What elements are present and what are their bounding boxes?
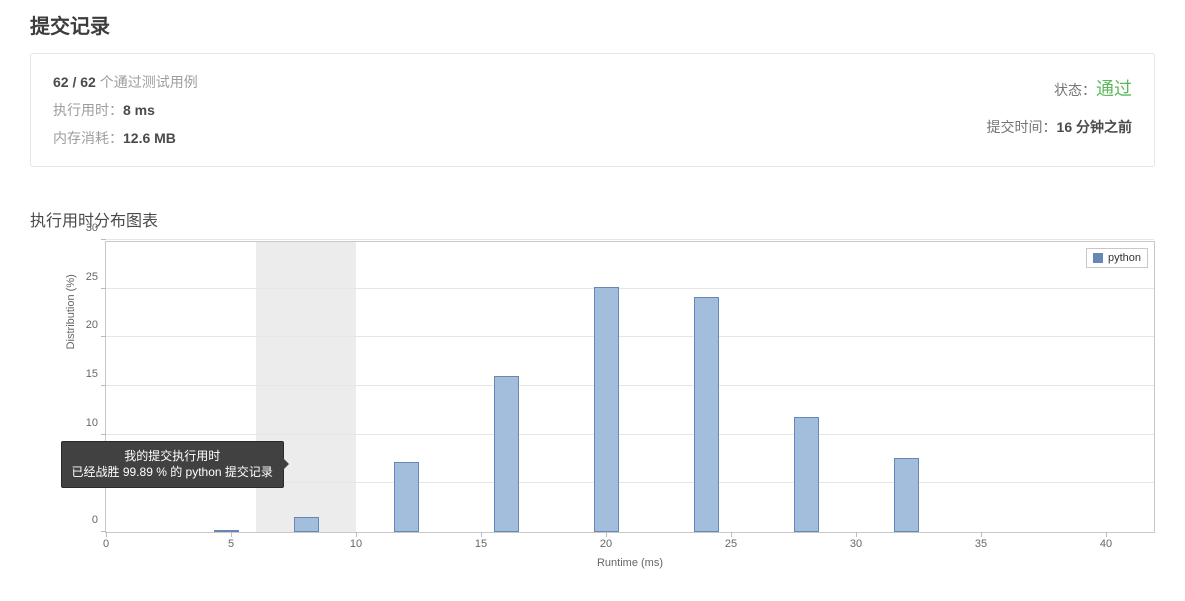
y-tick-mark: [101, 385, 106, 386]
chart-bar[interactable]: [494, 376, 519, 532]
y-tick-mark: [101, 239, 106, 240]
memory-value: 12.6 MB: [123, 130, 176, 146]
x-tick-mark: [731, 532, 732, 537]
status-value[interactable]: 通过: [1096, 79, 1132, 99]
chart-bar[interactable]: [594, 287, 619, 532]
x-tick-mark: [981, 532, 982, 537]
memory-line: 内存消耗：12.6 MB: [53, 124, 1132, 152]
highlight-band: [256, 242, 356, 532]
submit-time-line: 提交时间：16 分钟之前: [987, 111, 1132, 145]
grid-line: [106, 288, 1154, 289]
x-tick-mark: [856, 532, 857, 537]
chart-bar[interactable]: [394, 462, 419, 532]
summary-card: 62 / 62 个通过测试用例 执行用时：8 ms 内存消耗：12.6 MB 状…: [30, 53, 1155, 167]
x-tick-mark: [231, 532, 232, 537]
tests-passed-count: 62 / 62: [53, 74, 96, 90]
y-tick-label: 0: [92, 514, 106, 526]
y-tick-label: 10: [86, 417, 106, 429]
tests-passed-line: 62 / 62 个通过测试用例: [53, 68, 1132, 96]
chart-bar[interactable]: [214, 530, 239, 532]
y-tick-label: 15: [86, 368, 106, 380]
x-tick-mark: [606, 532, 607, 537]
x-tick-mark: [356, 532, 357, 537]
y-tick-mark: [101, 336, 106, 337]
y-tick-label: 30: [86, 222, 106, 234]
y-tick-mark: [101, 288, 106, 289]
memory-label: 内存消耗：: [53, 130, 123, 146]
runtime-distribution-chart: 0510152025300510152025303540python我的提交执行…: [30, 241, 1155, 581]
x-tick-mark: [106, 532, 107, 537]
grid-line: [106, 434, 1154, 435]
grid-line: [106, 385, 1154, 386]
chart-bar[interactable]: [894, 458, 919, 532]
y-tick-label: 20: [86, 319, 106, 331]
x-axis-label: Runtime (ms): [597, 557, 663, 569]
y-tick-label: 25: [86, 271, 106, 283]
chart-legend[interactable]: python: [1086, 248, 1148, 268]
tests-passed-suffix: 个通过测试用例: [96, 74, 198, 90]
status-label: 状态：: [1054, 82, 1096, 98]
tooltip-line2: 已经战胜 99.89 % 的 python 提交记录: [72, 464, 273, 481]
legend-swatch: [1093, 253, 1103, 263]
tooltip-line1: 我的提交执行用时: [72, 448, 273, 465]
chart-bar[interactable]: [294, 517, 319, 532]
y-axis-label: Distribution (%): [65, 274, 77, 349]
x-tick-mark: [481, 532, 482, 537]
x-tick-mark: [1106, 532, 1107, 537]
chart-title: 执行用时分布图表: [30, 207, 1155, 231]
chart-bar[interactable]: [694, 297, 719, 532]
chart-bar[interactable]: [794, 417, 819, 532]
submit-time-label: 提交时间：: [987, 119, 1057, 135]
grid-line: [106, 239, 1154, 240]
y-tick-mark: [101, 434, 106, 435]
runtime-line: 执行用时：8 ms: [53, 96, 1132, 124]
plot-area[interactable]: 0510152025300510152025303540python我的提交执行…: [105, 241, 1155, 533]
runtime-value: 8 ms: [123, 102, 155, 118]
grid-line: [106, 336, 1154, 337]
summary-right: 状态：通过 提交时间：16 分钟之前: [987, 68, 1132, 145]
submit-time-value: 16 分钟之前: [1057, 119, 1132, 135]
legend-label: python: [1108, 252, 1141, 264]
page-title: 提交记录: [30, 10, 1155, 39]
status-line: 状态：通过: [987, 68, 1132, 111]
summary-left: 62 / 62 个通过测试用例 执行用时：8 ms 内存消耗：12.6 MB: [53, 68, 1132, 152]
chart-tooltip: 我的提交执行用时已经战胜 99.89 % 的 python 提交记录: [61, 441, 284, 489]
runtime-label: 执行用时：: [53, 102, 123, 118]
